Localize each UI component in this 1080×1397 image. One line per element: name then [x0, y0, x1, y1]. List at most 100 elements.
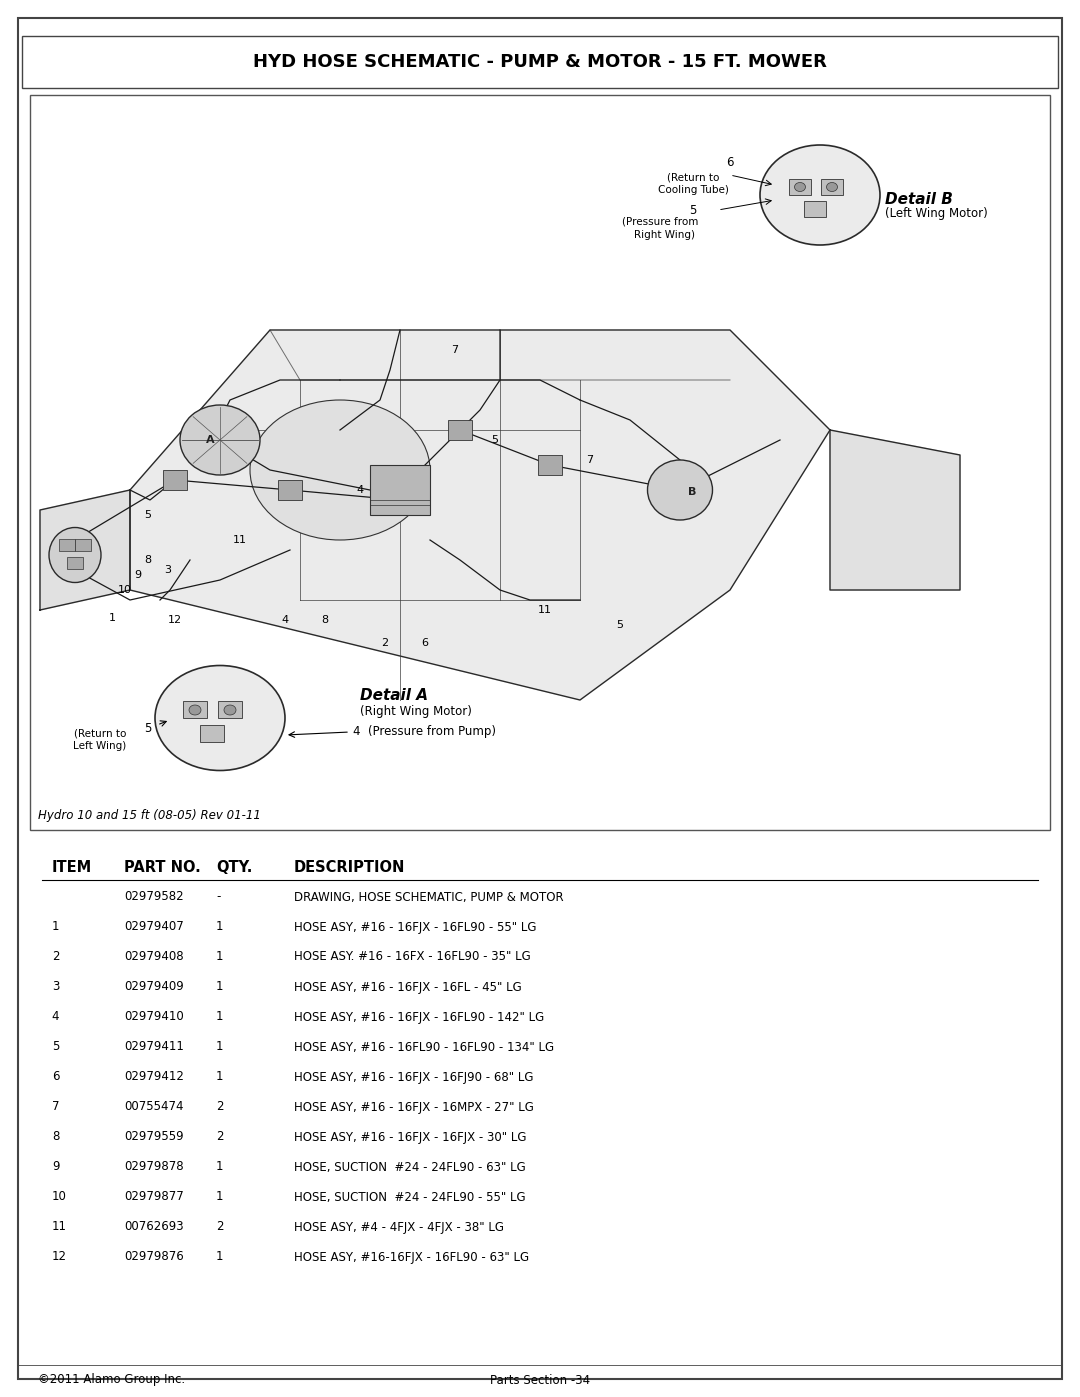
Text: DESCRIPTION: DESCRIPTION — [294, 859, 405, 875]
Text: HOSE ASY, #16 - 16FJX - 16FL90 - 55" LG: HOSE ASY, #16 - 16FJX - 16FL90 - 55" LG — [294, 921, 537, 933]
Text: Detail A: Detail A — [360, 687, 428, 703]
Text: 02979877: 02979877 — [124, 1190, 184, 1203]
Text: 6: 6 — [421, 638, 429, 648]
Text: 4: 4 — [356, 485, 364, 495]
Text: HOSE ASY, #16 - 16FJX - 16FJX - 30" LG: HOSE ASY, #16 - 16FJX - 16FJX - 30" LG — [294, 1130, 526, 1144]
Ellipse shape — [795, 183, 806, 191]
Text: (Right Wing Motor): (Right Wing Motor) — [360, 705, 472, 718]
Bar — [183, 701, 207, 718]
Text: Parts Section -34: Parts Section -34 — [490, 1373, 590, 1386]
Text: Right Wing): Right Wing) — [635, 231, 696, 240]
Text: Hydro 10 and 15 ft (08-05) Rev 01-11: Hydro 10 and 15 ft (08-05) Rev 01-11 — [38, 809, 261, 821]
Text: (Return to: (Return to — [666, 172, 719, 182]
Ellipse shape — [224, 705, 237, 715]
Text: 02979410: 02979410 — [124, 1010, 184, 1024]
Text: HOSE ASY, #16 - 16FJX - 16FL90 - 142" LG: HOSE ASY, #16 - 16FJX - 16FL90 - 142" LG — [294, 1010, 544, 1024]
Text: 02979878: 02979878 — [124, 1161, 184, 1173]
Text: 2: 2 — [216, 1221, 224, 1234]
Text: 12: 12 — [167, 615, 183, 624]
Text: 1: 1 — [216, 1010, 224, 1024]
Bar — [59, 539, 75, 550]
Text: DRAWING, HOSE SCHEMATIC, PUMP & MOTOR: DRAWING, HOSE SCHEMATIC, PUMP & MOTOR — [294, 890, 564, 904]
Text: 5: 5 — [145, 510, 151, 520]
Text: HOSE ASY, #16 - 16FJX - 16FJ90 - 68" LG: HOSE ASY, #16 - 16FJX - 16FJ90 - 68" LG — [294, 1070, 534, 1084]
Text: A: A — [205, 434, 214, 446]
Bar — [789, 179, 811, 196]
Text: HOSE, SUCTION  #24 - 24FL90 - 63" LG: HOSE, SUCTION #24 - 24FL90 - 63" LG — [294, 1161, 526, 1173]
Text: 10: 10 — [52, 1190, 67, 1203]
Text: 02979412: 02979412 — [124, 1070, 184, 1084]
Text: 00762693: 00762693 — [124, 1221, 184, 1234]
Text: 2: 2 — [216, 1130, 224, 1144]
Text: 02979876: 02979876 — [124, 1250, 184, 1263]
Bar — [804, 201, 826, 217]
Text: 1: 1 — [216, 950, 224, 964]
Text: HOSE ASY, #16 - 16FJX - 16FL - 45" LG: HOSE ASY, #16 - 16FJX - 16FL - 45" LG — [294, 981, 522, 993]
Text: 8: 8 — [145, 555, 151, 564]
Text: 1: 1 — [216, 981, 224, 993]
Ellipse shape — [648, 460, 713, 520]
Text: 6: 6 — [52, 1070, 59, 1084]
Text: 2: 2 — [52, 950, 59, 964]
Text: 02979407: 02979407 — [124, 921, 184, 933]
Text: 02979582: 02979582 — [124, 890, 184, 904]
Ellipse shape — [760, 145, 880, 244]
Text: 5: 5 — [145, 721, 151, 735]
Bar — [200, 725, 224, 742]
Text: QTY.: QTY. — [216, 859, 253, 875]
Text: 7: 7 — [451, 345, 459, 355]
Bar — [163, 469, 187, 490]
Text: 4: 4 — [282, 615, 288, 624]
Text: (Return to: (Return to — [73, 728, 126, 738]
Ellipse shape — [49, 528, 102, 583]
Ellipse shape — [189, 705, 201, 715]
Text: 1: 1 — [52, 921, 59, 933]
Text: B: B — [688, 488, 697, 497]
Text: 7: 7 — [586, 455, 594, 465]
Text: Left Wing): Left Wing) — [73, 740, 126, 752]
Bar — [218, 701, 242, 718]
Text: (Pressure from: (Pressure from — [622, 217, 698, 226]
Text: HYD HOSE SCHEMATIC - PUMP & MOTOR - 15 FT. MOWER: HYD HOSE SCHEMATIC - PUMP & MOTOR - 15 F… — [253, 53, 827, 71]
Ellipse shape — [156, 665, 285, 771]
Text: 02979559: 02979559 — [124, 1130, 184, 1144]
Polygon shape — [130, 330, 831, 700]
Text: ITEM: ITEM — [52, 859, 92, 875]
Text: 02979409: 02979409 — [124, 981, 184, 993]
Text: 02979411: 02979411 — [124, 1041, 184, 1053]
Text: 2: 2 — [216, 1101, 224, 1113]
Text: 12: 12 — [52, 1250, 67, 1263]
Text: PART NO.: PART NO. — [124, 859, 201, 875]
Text: 7: 7 — [52, 1101, 59, 1113]
Text: 5: 5 — [689, 204, 697, 217]
Text: 11: 11 — [538, 605, 552, 615]
Text: 1: 1 — [108, 613, 116, 623]
Bar — [75, 539, 91, 550]
Bar — [370, 465, 430, 515]
Text: 00755474: 00755474 — [124, 1101, 184, 1113]
Bar — [538, 455, 562, 475]
Text: 3: 3 — [164, 564, 172, 576]
Bar — [448, 420, 472, 440]
Text: 1: 1 — [216, 921, 224, 933]
Text: -: - — [216, 890, 220, 904]
Text: 1: 1 — [216, 1250, 224, 1263]
Text: 9: 9 — [52, 1161, 59, 1173]
Text: 1: 1 — [216, 1041, 224, 1053]
Text: 11: 11 — [233, 535, 247, 545]
Text: 5: 5 — [491, 434, 499, 446]
Bar — [30, 95, 1050, 830]
Bar — [821, 179, 843, 196]
Text: HOSE ASY, #16-16FJX - 16FL90 - 63" LG: HOSE ASY, #16-16FJX - 16FL90 - 63" LG — [294, 1250, 529, 1263]
Polygon shape — [40, 490, 130, 610]
Text: 4  (Pressure from Pump): 4 (Pressure from Pump) — [353, 725, 496, 739]
Text: 2: 2 — [381, 638, 389, 648]
Text: 8: 8 — [52, 1130, 59, 1144]
Text: 02979408: 02979408 — [124, 950, 184, 964]
Ellipse shape — [826, 183, 837, 191]
Ellipse shape — [180, 405, 260, 475]
Text: 8: 8 — [322, 615, 328, 624]
Text: 10: 10 — [118, 585, 132, 595]
Text: 1: 1 — [216, 1190, 224, 1203]
Text: 4: 4 — [52, 1010, 59, 1024]
